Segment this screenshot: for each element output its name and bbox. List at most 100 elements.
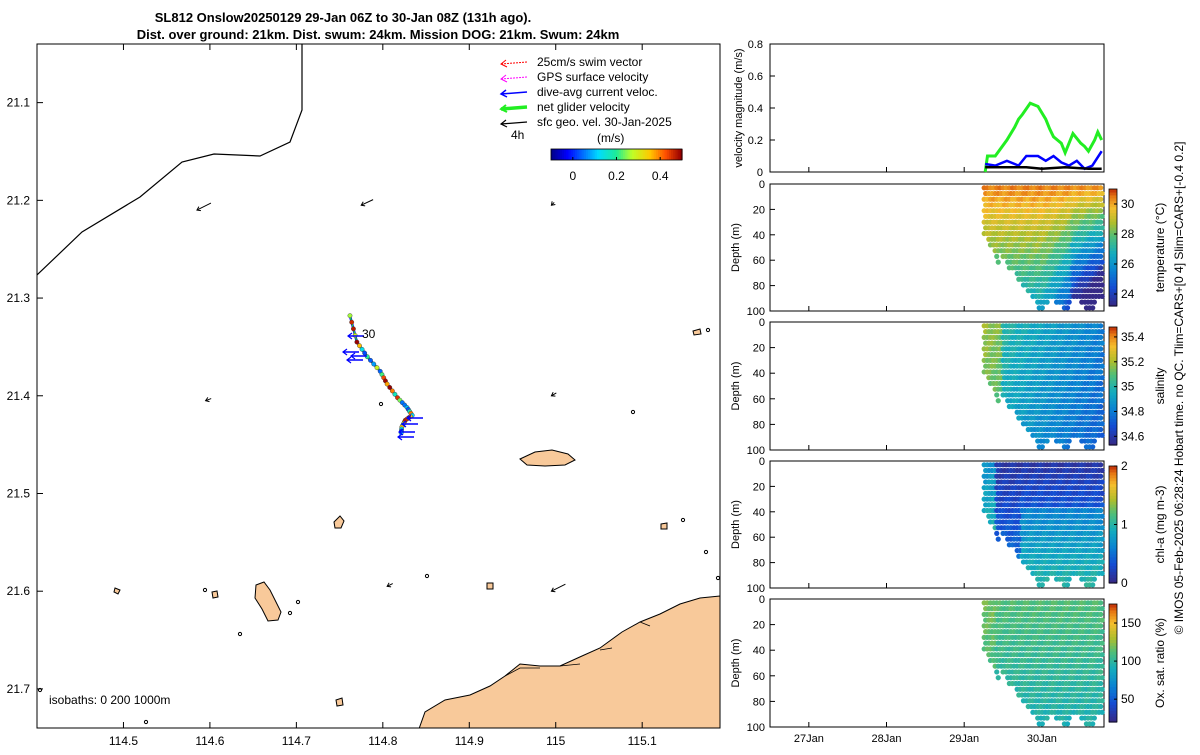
reef-dot-11 (37, 687, 43, 693)
profile-sample (1099, 432, 1105, 438)
profile-sample (994, 530, 1000, 536)
profile-colorbar-cell (1109, 539, 1117, 543)
profile-sample (1091, 715, 1097, 721)
profile-colorbar-cell (1109, 203, 1117, 208)
map-ytick-label-0: 21.1 (7, 96, 31, 110)
track-point (351, 326, 356, 332)
profile-ytick-label-0-3: 60 (753, 255, 765, 267)
colorbar-cell (629, 149, 633, 160)
colorbar-cell (662, 149, 666, 160)
profile-sample (1098, 265, 1104, 271)
profile-colorbar-cell (1109, 270, 1117, 275)
colorbar-cell (566, 149, 570, 160)
colorbar-cell (557, 149, 561, 160)
geo-vector-head-1 (360, 201, 366, 207)
colorbar-cell (618, 149, 622, 160)
profile-sample (1099, 270, 1105, 277)
profile-colorbar-cell (1109, 350, 1117, 355)
land-shape-5 (211, 590, 219, 599)
profile-colorbar-cell (1109, 509, 1117, 514)
reef-dot-1 (630, 409, 636, 415)
profile-ytick-label-3-0: 0 (759, 594, 765, 606)
profile-colorbar-cell (1109, 665, 1117, 670)
profile-ytick-label-2-3: 60 (753, 532, 765, 544)
profile-sample (1099, 686, 1105, 692)
profile-colorbar-cell (1109, 212, 1117, 216)
reef-dot-0 (378, 401, 384, 407)
profile-sample (1099, 467, 1105, 474)
land-shape-9 (335, 697, 344, 707)
profile-sample (1099, 213, 1105, 219)
profile-colorbar-cell (1109, 466, 1117, 470)
track-point (362, 350, 368, 356)
profile-ytick-label-2-4: 80 (753, 558, 765, 570)
profile-colorbar-cell (1109, 442, 1117, 446)
profile-sample (1090, 582, 1096, 588)
colorbar-cell (675, 149, 679, 160)
reef-dot-7 (703, 549, 709, 555)
profile-colorbar-cell (1109, 430, 1117, 434)
title-line-2: Dist. over ground: 21km. Dist. swum: 24k… (137, 27, 620, 42)
profile-colorbar-cell (1109, 406, 1117, 411)
profile-sample (1098, 600, 1104, 606)
profile-colorbar-cell (1109, 259, 1117, 263)
profile-sample (995, 259, 1001, 265)
colorbar-cell (640, 149, 644, 160)
profile-sample (1098, 230, 1104, 237)
profile-sample (1098, 634, 1104, 641)
profile-colorbar-cell (1109, 332, 1117, 337)
profile-colorbar-cell (1109, 542, 1117, 546)
legend-line-1 (500, 76, 528, 80)
coast-detail (504, 621, 651, 677)
land-shape-4 (692, 328, 702, 336)
profile-colorbar-cell (1109, 247, 1117, 252)
profile-sample (1099, 698, 1105, 704)
profile-colorbar-cell (1109, 524, 1117, 529)
profile-sample (995, 675, 1001, 681)
profile-sample (1064, 444, 1071, 450)
colorbar-tick-label-1: 0.2 (608, 169, 625, 183)
colorbar-cell (627, 149, 631, 160)
profile-sample (1098, 392, 1104, 398)
colorbar-cell (579, 149, 583, 160)
profile-colorbar-cell (1109, 474, 1117, 479)
colorbar-cell (660, 149, 663, 160)
profile-sample (1098, 519, 1104, 525)
profile-colorbar-cell (1109, 512, 1117, 517)
profile-colorbar-cell (1109, 624, 1117, 629)
profile-sample (1098, 288, 1104, 294)
profile-colorbar-cell (1109, 291, 1117, 295)
current-arrow-head-2 (350, 352, 356, 360)
map-xtick-label-5: 115 (546, 734, 565, 748)
profile-colorbar-cell (1109, 206, 1117, 211)
profile-sample (1090, 444, 1096, 450)
profile-sample (1099, 640, 1105, 646)
land-shape-6 (486, 582, 494, 590)
profile-colorbar-cell (1109, 371, 1117, 375)
profile-sample (1090, 721, 1096, 727)
legend-line-4 (500, 121, 528, 125)
profile-sample (1098, 692, 1104, 698)
profile-colorbar-cell (1109, 409, 1117, 414)
profile-colorbar-cell (1109, 338, 1117, 343)
isobath-line (37, 44, 303, 276)
profile-sample (1099, 202, 1105, 208)
profile-colorbar-cell (1109, 533, 1117, 537)
profile-sample (1098, 657, 1104, 664)
map-ytick-label-4: 21.5 (7, 486, 31, 500)
profile-colorbar-cell (1109, 489, 1117, 493)
profile-colorbar-label-0-1: 26 (1121, 257, 1135, 271)
profile-colorbar-cell (1109, 391, 1117, 396)
profile-ytick-label-1-0: 0 (759, 317, 765, 329)
profile-colorbar-cell (1109, 253, 1117, 257)
profile-colorbar-cell (1109, 680, 1117, 685)
reef-dot-10 (143, 719, 149, 725)
isobaths-label: isobaths: 0 200 1000m (49, 693, 170, 707)
profile-colorbar-cell (1109, 559, 1117, 564)
profile-ylabel-0: Depth (m) (730, 223, 742, 272)
profile-ylabel-1: Depth (m) (730, 362, 742, 411)
profile-colorbar-cell (1109, 347, 1117, 352)
profile-colorbar-cell (1109, 421, 1117, 425)
map-panel: 30 114.5 114.6 114.7 114.8 114.9 115 115.1 21.1 2… (7, 43, 721, 748)
profile-sample (995, 398, 1001, 404)
